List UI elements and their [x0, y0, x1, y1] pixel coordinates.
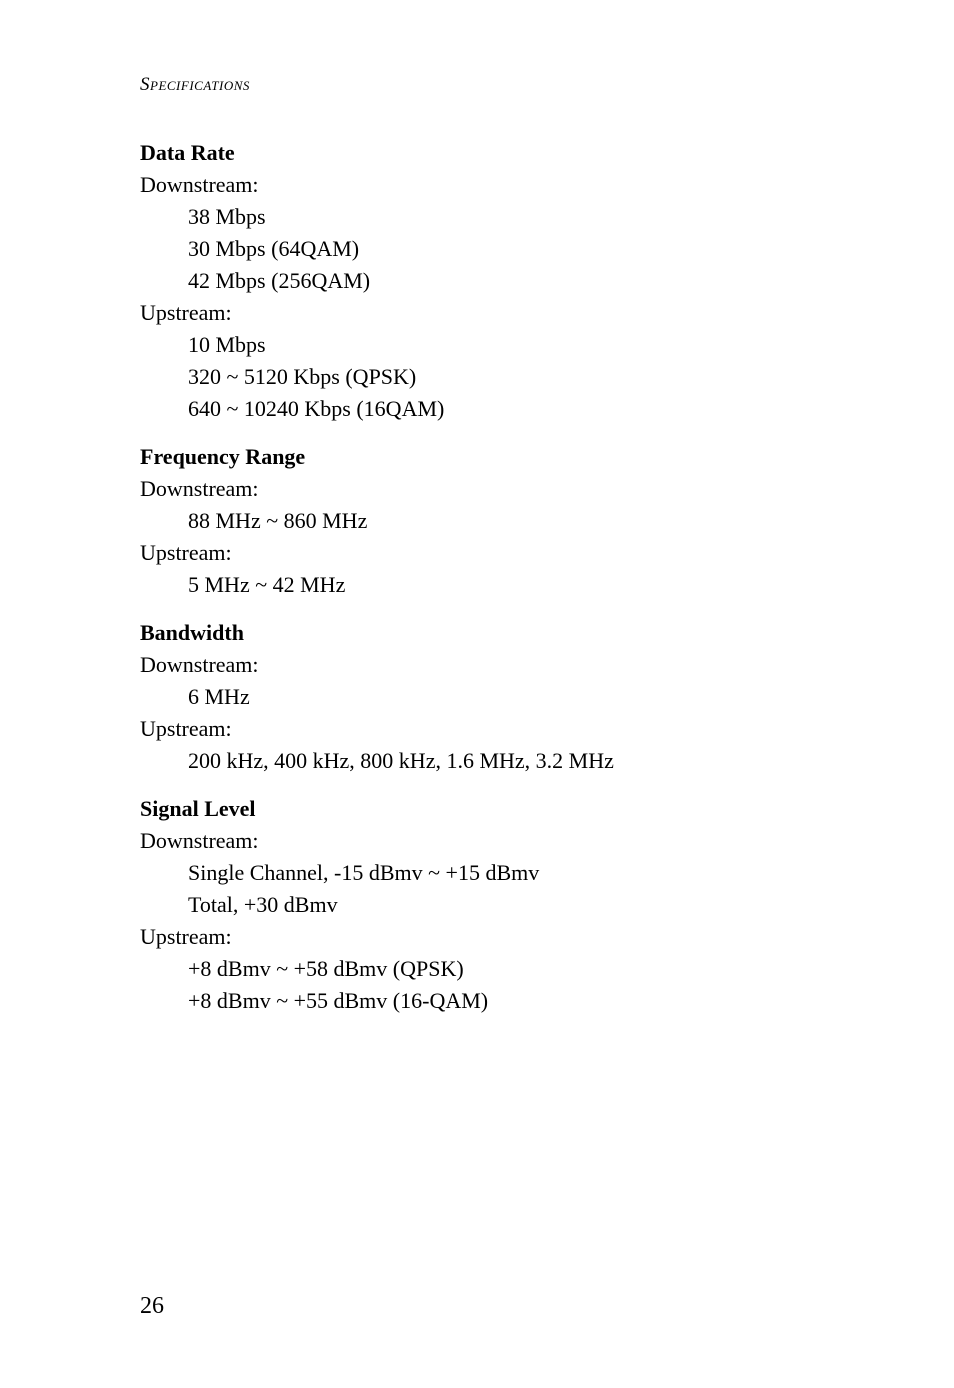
signal-upstream-label: Upstream:	[140, 924, 854, 950]
freq-upstream-values: 5 MHz ~ 42 MHz	[140, 572, 854, 598]
section-title-signal-level: Signal Level	[140, 796, 854, 822]
bandwidth-downstream-values: 6 MHz	[140, 684, 854, 710]
spec-value: 5 MHz ~ 42 MHz	[188, 572, 854, 598]
data-rate-downstream-values: 38 Mbps 30 Mbps (64QAM) 42 Mbps (256QAM)	[140, 204, 854, 294]
freq-upstream-label: Upstream:	[140, 540, 854, 566]
data-rate-upstream-values: 10 Mbps 320 ~ 5120 Kbps (QPSK) 640 ~ 102…	[140, 332, 854, 422]
spec-value: Total, +30 dBmv	[188, 892, 854, 918]
bandwidth-upstream-label: Upstream:	[140, 716, 854, 742]
spec-value: Single Channel, -15 dBmv ~ +15 dBmv	[188, 860, 854, 886]
section-title-frequency-range: Frequency Range	[140, 444, 854, 470]
section-title-data-rate: Data Rate	[140, 140, 854, 166]
page: Specifications Data Rate Downstream: 38 …	[0, 0, 954, 1388]
signal-downstream-values: Single Channel, -15 dBmv ~ +15 dBmv Tota…	[140, 860, 854, 918]
spec-value: 320 ~ 5120 Kbps (QPSK)	[188, 364, 854, 390]
data-rate-upstream-label: Upstream:	[140, 300, 854, 326]
spec-value: 88 MHz ~ 860 MHz	[188, 508, 854, 534]
freq-downstream-label: Downstream:	[140, 476, 854, 502]
bandwidth-downstream-label: Downstream:	[140, 652, 854, 678]
spec-value: +8 dBmv ~ +58 dBmv (QPSK)	[188, 956, 854, 982]
page-number: 26	[140, 1293, 164, 1320]
spec-value: 6 MHz	[188, 684, 854, 710]
bandwidth-upstream-values: 200 kHz, 400 kHz, 800 kHz, 1.6 MHz, 3.2 …	[140, 748, 854, 774]
spec-value: 10 Mbps	[188, 332, 854, 358]
spec-value: 38 Mbps	[188, 204, 854, 230]
freq-downstream-values: 88 MHz ~ 860 MHz	[140, 508, 854, 534]
spec-value: 42 Mbps (256QAM)	[188, 268, 854, 294]
data-rate-downstream-label: Downstream:	[140, 172, 854, 198]
section-title-bandwidth: Bandwidth	[140, 620, 854, 646]
running-header: Specifications	[140, 74, 854, 96]
spec-value: 30 Mbps (64QAM)	[188, 236, 854, 262]
spec-value: +8 dBmv ~ +55 dBmv (16-QAM)	[188, 988, 854, 1014]
signal-downstream-label: Downstream:	[140, 828, 854, 854]
spec-value: 200 kHz, 400 kHz, 800 kHz, 1.6 MHz, 3.2 …	[188, 748, 854, 774]
spec-value: 640 ~ 10240 Kbps (16QAM)	[188, 396, 854, 422]
signal-upstream-values: +8 dBmv ~ +58 dBmv (QPSK) +8 dBmv ~ +55 …	[140, 956, 854, 1014]
